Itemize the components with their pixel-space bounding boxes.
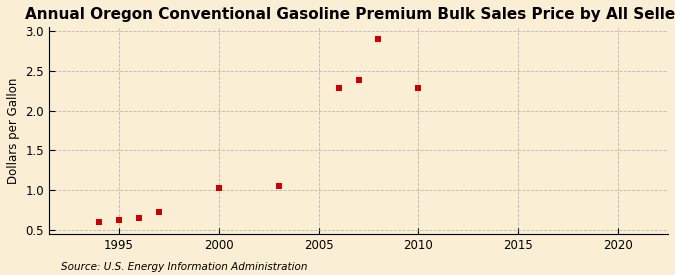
Point (413, 86, 424, 90)
Point (373, 37, 384, 41)
Title: Annual Oregon Conventional Gasoline Premium Bulk Sales Price by All Sellers: Annual Oregon Conventional Gasoline Prem… (25, 7, 675, 22)
Point (113, 218, 124, 222)
Point (213, 186, 224, 191)
Point (353, 78, 364, 82)
Point (153, 210, 164, 214)
Point (273, 184, 284, 188)
Point (333, 86, 344, 90)
Text: Source: U.S. Energy Information Administration: Source: U.S. Energy Information Administ… (61, 262, 307, 272)
Point (94, 219, 105, 224)
Point (134, 216, 144, 220)
Y-axis label: Dollars per Gallon: Dollars per Gallon (7, 77, 20, 184)
